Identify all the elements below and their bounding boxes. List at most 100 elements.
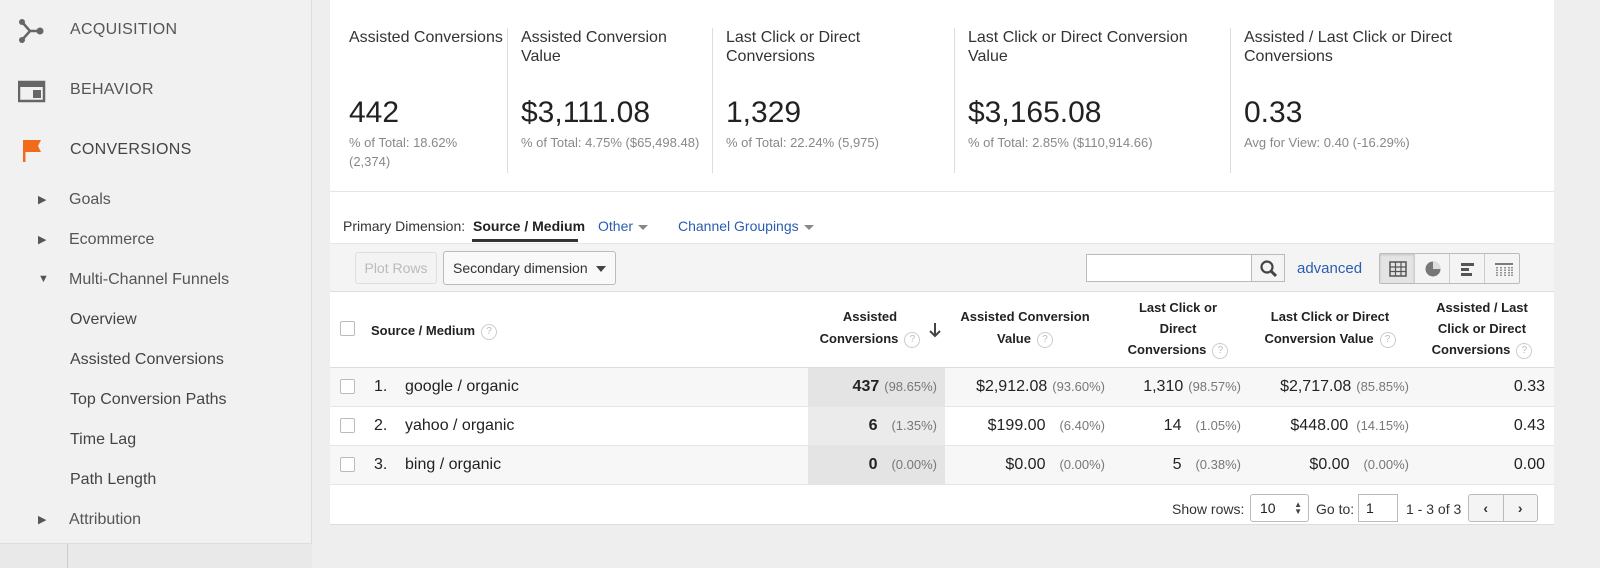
column-header-label: Source / Medium <box>371 323 476 338</box>
updown-arrow-icon: ▲ ▼ <box>1294 500 1302 516</box>
sidebar-item-top-conversion-paths[interactable]: Top Conversion Paths <box>0 380 312 420</box>
primary-dimension-bar: Primary Dimension: Source / Medium Other… <box>330 192 1554 244</box>
dimension-channel-groupings-dropdown[interactable]: Channel Groupings <box>678 218 814 234</box>
nav-behavior[interactable]: BEHAVIOR <box>0 60 312 120</box>
row-source-medium-link[interactable]: google / organic <box>405 378 519 395</box>
cell-assisted-last-click-ratio: 0.33 <box>1513 378 1545 395</box>
metric-assisted-conversions: Assisted Conversions 442 % of Total: 18.… <box>349 28 507 173</box>
column-header-source-medium[interactable]: Source / Medium? <box>371 320 498 342</box>
row-index: 2. <box>374 417 388 434</box>
prev-page-button[interactable]: ‹ <box>1469 495 1504 521</box>
divider <box>67 544 68 568</box>
column-header-label: Conversion Value <box>1264 331 1374 346</box>
pivot-icon <box>1495 263 1513 276</box>
cell-assisted-conversions: 0 (0.00%) <box>869 456 937 474</box>
summary-metrics: Assisted Conversions 442 % of Total: 18.… <box>330 0 1554 192</box>
metric-title: Last Click or Direct Conversions <box>726 29 861 65</box>
cell-value: $448.00 <box>1290 417 1349 434</box>
dimension-source-medium[interactable]: Source / Medium <box>473 218 586 234</box>
show-rows-select[interactable]: 10 ▲ ▼ <box>1250 494 1309 522</box>
column-header-label: Assisted <box>842 309 898 324</box>
report-panel: Assisted Conversions 442 % of Total: 18.… <box>330 0 1554 525</box>
table-toolbar: Plot Rows Secondary dimension advanced <box>330 244 1554 292</box>
help-icon[interactable]: ? <box>1379 331 1396 348</box>
help-icon[interactable]: ? <box>481 323 498 340</box>
cell-last-click-conversion-value: $448.00 (14.15%) <box>1290 417 1409 435</box>
cell-last-click-conversions: 1,310 (98.57%) <box>1143 378 1241 396</box>
row-checkbox[interactable] <box>340 457 355 472</box>
metric-title: Assisted Conversion Value <box>521 29 667 65</box>
sidebar-footer <box>0 543 312 568</box>
caret-down-icon <box>638 224 649 230</box>
pie-view-button[interactable] <box>1415 254 1450 283</box>
metric-value: 442 <box>349 96 400 129</box>
cell-percent: (0.00%) <box>891 457 937 472</box>
row-source-medium-link[interactable]: bing / organic <box>405 456 502 473</box>
caret-down-icon <box>596 266 606 272</box>
nav-conversions[interactable]: CONVERSIONS <box>0 120 312 180</box>
caret-down-icon <box>803 224 814 230</box>
flag-icon <box>18 138 46 164</box>
column-header-assisted-conversions[interactable]: Assisted Conversions? <box>808 306 932 350</box>
select-all-checkbox[interactable] <box>340 321 355 336</box>
table-row: 3. bing / organic 0 (0.00%) $0.00 (0.00%) … <box>330 446 1554 485</box>
help-icon[interactable]: ? <box>1212 342 1229 359</box>
page-range: 1 - 3 of 3 <box>1406 501 1462 517</box>
active-underline <box>472 239 578 242</box>
sidebar-item-label: Overview <box>70 311 137 328</box>
row-source-medium-link[interactable]: yahoo / organic <box>405 417 515 434</box>
plot-rows-button[interactable]: Plot Rows <box>355 252 437 284</box>
metric-value: 0.33 <box>1244 96 1303 129</box>
secondary-dimension-dropdown[interactable]: Secondary dimension <box>443 251 616 285</box>
column-header-label: Conversions <box>1431 342 1511 357</box>
table-search-input[interactable] <box>1086 254 1252 282</box>
column-header-label: Conversions <box>1127 342 1207 357</box>
column-header-label: Last Click or <box>1138 300 1218 315</box>
secondary-dimension-label: Secondary dimension <box>453 260 588 276</box>
cell-assisted-conversion-value: $199.00 (6.40%) <box>988 417 1105 435</box>
cell-assisted-conversions: 6 (1.35%) <box>869 417 937 435</box>
next-page-button[interactable]: › <box>1517 500 1523 516</box>
table-header: Source / Medium? Assisted Conversions? A… <box>330 292 1554 368</box>
cell-percent: (93.60%) <box>1052 379 1105 394</box>
bar-view-button[interactable] <box>1450 254 1485 283</box>
cell-value: $2,717.08 <box>1280 378 1352 395</box>
table-grid-icon <box>1389 261 1407 277</box>
sidebar-item-assisted-conversions[interactable]: Assisted Conversions <box>0 340 312 380</box>
column-header-assisted-last-click-ratio[interactable]: Assisted / Last Click or Direct Conversi… <box>1418 297 1546 360</box>
column-header-label: Click or Direct <box>1437 321 1527 336</box>
metric-value: $3,111.08 <box>521 96 651 129</box>
sidebar-item-multi-channel-funnels[interactable]: ▼ Multi-Channel Funnels <box>0 260 312 300</box>
row-checkbox[interactable] <box>340 418 355 433</box>
help-icon[interactable]: ? <box>904 331 921 348</box>
sidebar-item-overview[interactable]: Overview <box>0 300 312 340</box>
cell-last-click-conversions: 5 (0.38%) <box>1173 456 1241 474</box>
search-button[interactable] <box>1251 254 1285 282</box>
help-icon[interactable]: ? <box>1516 342 1533 359</box>
table-view-button[interactable] <box>1380 254 1415 283</box>
column-header-last-click-conversions[interactable]: Last Click or Direct Conversions? <box>1112 297 1244 360</box>
cell-percent: (98.57%) <box>1188 379 1241 394</box>
nav-acquisition[interactable]: ACQUISITION <box>0 0 312 60</box>
sidebar-item-attribution[interactable]: ▶ Attribution <box>0 500 312 540</box>
sidebar-item-ecommerce[interactable]: ▶ Ecommerce <box>0 220 312 260</box>
dimension-other-dropdown[interactable]: Other <box>598 218 649 234</box>
help-icon[interactable]: ? <box>1036 331 1053 348</box>
sidebar-item-goals[interactable]: ▶ Goals <box>0 180 312 220</box>
goto-label: Go to: <box>1316 501 1355 517</box>
cell-percent: (0.38%) <box>1195 457 1241 472</box>
sidebar-item-time-lag[interactable]: Time Lag <box>0 420 312 460</box>
advanced-filter-link[interactable]: advanced <box>1297 260 1363 277</box>
column-header-last-click-conversion-value[interactable]: Last Click or Direct Conversion Value? <box>1250 306 1410 350</box>
cell-assisted-last-click-ratio: 0.00 <box>1513 456 1545 473</box>
sidebar-item-path-length[interactable]: Path Length <box>0 460 312 500</box>
metric-subtext: % of Total: 18.62% (2,374) <box>349 135 458 169</box>
column-header-assisted-conversion-value[interactable]: Assisted Conversion Value? <box>950 306 1100 350</box>
row-checkbox[interactable] <box>340 379 355 394</box>
cell-assisted-conversions: 437 (98.65%) <box>853 378 937 396</box>
metric-title: Assisted / Last Click or Direct Conversi… <box>1244 29 1453 65</box>
pivot-view-button[interactable] <box>1485 254 1519 283</box>
sort-descending-icon[interactable] <box>928 322 942 338</box>
goto-page-input[interactable]: 1 <box>1358 494 1398 522</box>
cell-percent: (85.85%) <box>1356 379 1409 394</box>
